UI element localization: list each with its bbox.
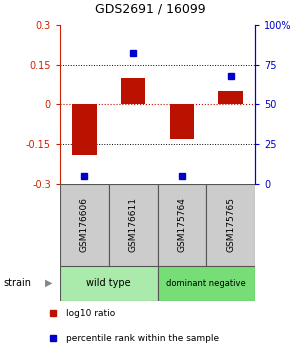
Text: ▶: ▶ [45,278,52,288]
Text: GSM176606: GSM176606 [80,197,89,252]
Bar [158,266,255,301]
Text: percentile rank within the sample: percentile rank within the sample [66,333,219,343]
Bar [60,184,109,266]
Text: dominant negative: dominant negative [167,279,246,288]
Text: GSM175764: GSM175764 [177,197,186,252]
Text: strain: strain [3,278,31,288]
Bar [158,184,206,266]
Bar [72,104,97,155]
Text: log10 ratio: log10 ratio [66,309,115,318]
Bar [206,184,255,266]
Bar [121,78,145,104]
Text: GSM176611: GSM176611 [129,197,138,252]
Text: wild type: wild type [86,278,131,288]
Text: GSM175765: GSM175765 [226,197,235,252]
Bar [218,91,243,104]
Bar [170,104,194,139]
Bar [60,266,158,301]
Text: GDS2691 / 16099: GDS2691 / 16099 [95,3,205,16]
Bar [109,184,158,266]
